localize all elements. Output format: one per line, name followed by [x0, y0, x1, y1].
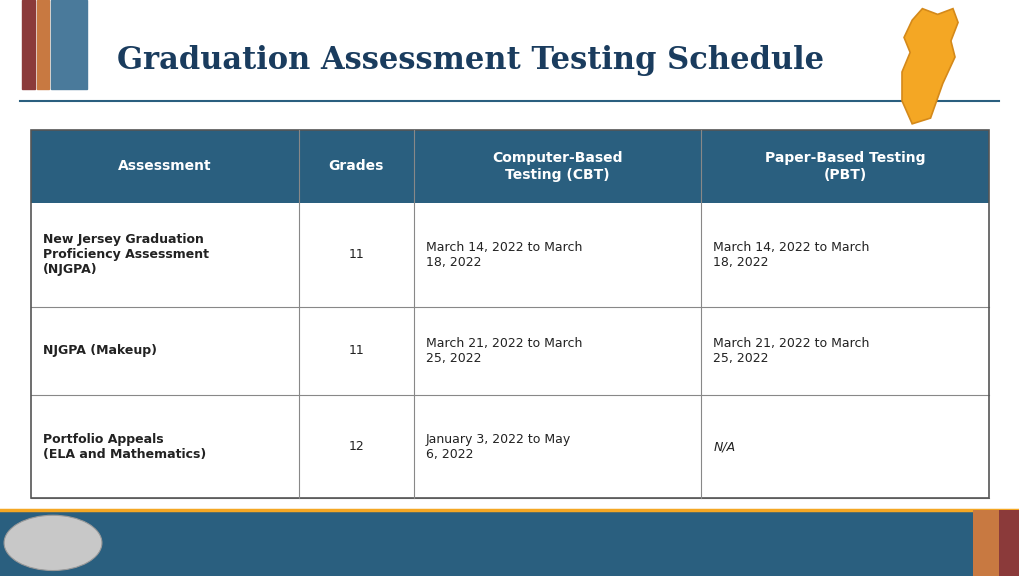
Text: Graduation Assessment Testing Schedule: Graduation Assessment Testing Schedule: [117, 45, 824, 76]
Bar: [974, 510, 998, 576]
Bar: [31, 395, 988, 498]
Text: Paper-Based Testing
(PBT): Paper-Based Testing (PBT): [765, 151, 925, 181]
Text: Portfolio Appeals
(ELA and Mathematics): Portfolio Appeals (ELA and Mathematics): [43, 433, 206, 461]
Bar: [31, 203, 988, 306]
Text: New Jersey Graduation
Proficiency Assessment
(NJGPA): New Jersey Graduation Proficiency Assess…: [43, 233, 209, 276]
Bar: [998, 510, 1019, 576]
Bar: [31, 130, 988, 498]
Text: March 14, 2022 to March
18, 2022: March 14, 2022 to March 18, 2022: [714, 241, 869, 269]
Bar: [31, 306, 988, 395]
Text: January 3, 2022 to May
6, 2022: January 3, 2022 to May 6, 2022: [426, 433, 571, 461]
Text: 11: 11: [348, 344, 365, 357]
Text: Assessment: Assessment: [118, 160, 212, 173]
Text: Grades: Grades: [329, 160, 384, 173]
Bar: [51, 0, 87, 89]
Text: 19: 19: [943, 536, 961, 550]
Bar: [31, 130, 988, 203]
Text: NJGPA (Makeup): NJGPA (Makeup): [43, 344, 157, 357]
Text: March 14, 2022 to March
18, 2022: March 14, 2022 to March 18, 2022: [426, 241, 583, 269]
Text: 12: 12: [348, 440, 365, 453]
Bar: [23, 0, 35, 89]
Text: 11: 11: [348, 248, 365, 262]
Text: N/A: N/A: [714, 440, 735, 453]
Bar: [0, 510, 1019, 576]
Text: March 21, 2022 to March
25, 2022: March 21, 2022 to March 25, 2022: [714, 337, 869, 365]
Text: Computer-Based
Testing (CBT): Computer-Based Testing (CBT): [493, 151, 623, 181]
Text: Spring 2022 District Test and Technology Coordinator Training: Spring 2022 District Test and Technology…: [87, 538, 431, 548]
Text: March 21, 2022 to March
25, 2022: March 21, 2022 to March 25, 2022: [426, 337, 583, 365]
Bar: [37, 0, 49, 89]
Circle shape: [4, 515, 102, 570]
Polygon shape: [902, 9, 958, 124]
